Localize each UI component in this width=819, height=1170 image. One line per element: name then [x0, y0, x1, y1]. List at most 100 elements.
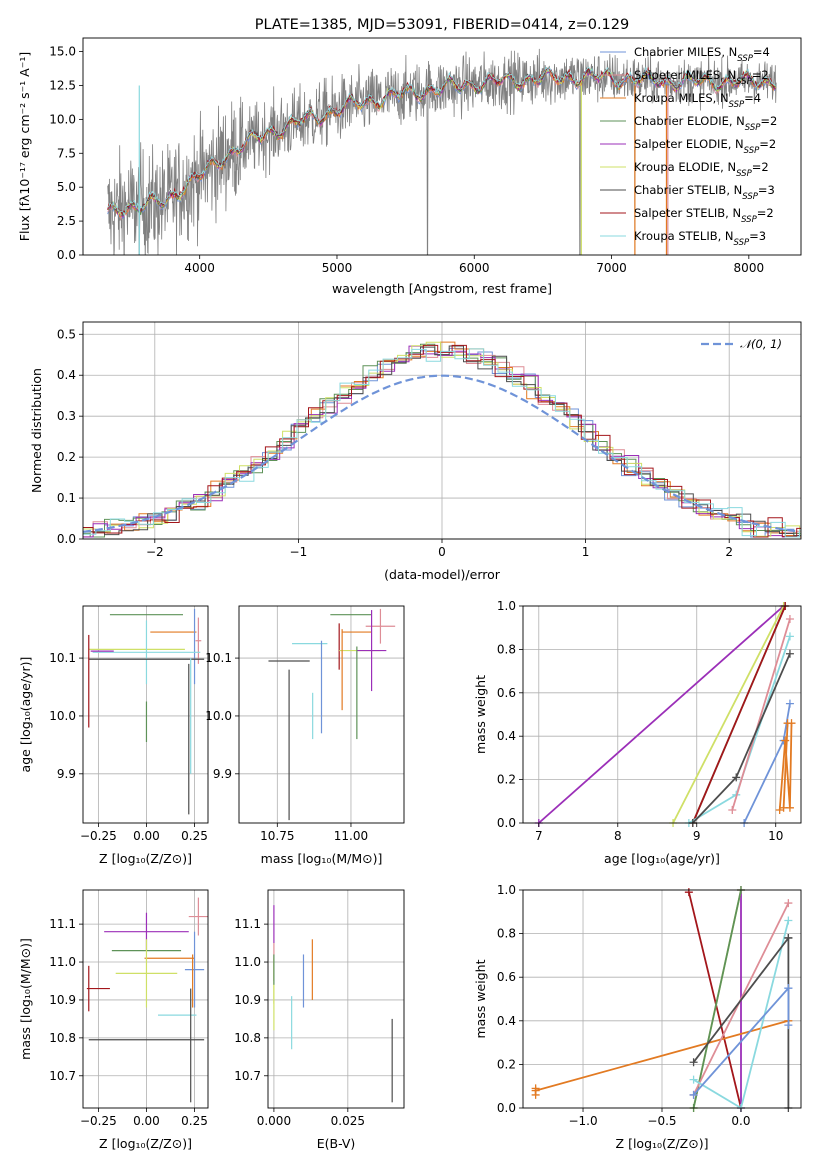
- x-tick-label: 4000: [184, 261, 215, 275]
- x-tick-label: −0.25: [80, 829, 117, 843]
- plus-marker: [689, 1075, 698, 1084]
- y-tick-label: 0.1: [57, 491, 76, 505]
- x-tick-label: −1.0: [568, 1114, 597, 1128]
- plus-marker: [784, 1021, 793, 1030]
- plus-marker: [689, 1090, 698, 1099]
- x-axis-label: mass [log₁₀(M/M⊙)]: [261, 851, 383, 866]
- y-tick-label: 10.0: [205, 709, 232, 723]
- y-tick-label: 0.0: [57, 248, 76, 262]
- y-tick-label: 0.0: [57, 532, 76, 546]
- x-tick-label: −1: [290, 545, 308, 559]
- x-tick-label: 5000: [322, 261, 353, 275]
- y-tick-label: 0.3: [57, 409, 76, 423]
- y-tick-label: 11.1: [49, 917, 76, 931]
- age-vs-Z-plot-area: [88, 608, 205, 815]
- plus-marker: [684, 888, 693, 897]
- y-tick-label: 11.0: [49, 955, 76, 969]
- plus-marker: [689, 1058, 698, 1067]
- massweight-line: [731, 618, 791, 811]
- age-vs-mass-plot-area: [268, 608, 396, 821]
- massweight-line: [535, 1019, 789, 1092]
- plus-marker: [785, 649, 794, 658]
- age-vs-Z-panel: −0.25 0.00 0.25 9.9 10.0 10.1 Z [log₁₀(Z/Z⊙)] a…: [18, 605, 209, 866]
- x-axis-label: wavelength [Angstrom, rest frame]: [332, 281, 552, 296]
- massweight-line: [538, 605, 785, 824]
- y-tick-label: 10.9: [234, 993, 261, 1007]
- y-tick-label: 10.9: [49, 993, 76, 1007]
- axes-frame: [82, 37, 802, 256]
- x-tick-label: 7: [535, 829, 543, 843]
- massweight-vs-Z-plot-area: [531, 886, 793, 1112]
- y-tick-label: 0.6: [497, 686, 516, 700]
- plus-marker: [785, 632, 794, 641]
- massweight-line: [782, 723, 789, 808]
- legend-label: Chabrier MILES, NSSP=4: [634, 45, 770, 64]
- residuals-plot-area: [83, 341, 801, 538]
- x-tick-label: 0: [438, 545, 446, 559]
- x-tick-label: −0.25: [80, 1114, 117, 1128]
- axes-frame: [238, 605, 405, 824]
- y-tick-label: 10.8: [234, 1031, 261, 1045]
- y-axis-label: mass weight: [473, 959, 488, 1038]
- x-tick-label: 0.00: [133, 829, 160, 843]
- mass-vs-Z-panel: −0.25 0.00 0.25 10.7 10.8 10.9 11.0 11.1 Z [log₁…: [18, 889, 209, 1151]
- y-tick-label: 0.4: [497, 729, 516, 743]
- chart-title: PLATE=1385, MJD=53091, FIBERID=0414, z=0…: [255, 17, 629, 33]
- errorbar-point: [92, 620, 201, 685]
- legend-label: Kroupa ELODIE, NSSP=2: [634, 160, 769, 179]
- y-tick-label: 0.2: [57, 450, 76, 464]
- x-axis-label: age [log₁₀(age/yr)]: [604, 851, 720, 866]
- errorbar-point: [184, 931, 205, 1008]
- legend-label: Salpeter STELIB, NSSP=2: [634, 206, 774, 225]
- x-axis-label: Z [log₁₀(Z/Z⊙)]: [99, 1136, 192, 1151]
- errorbar-point: [188, 897, 208, 936]
- y-axis-label: mass weight: [473, 675, 488, 754]
- x-tick-label: 10: [768, 829, 783, 843]
- x-tick-label: 0.00: [133, 1114, 160, 1128]
- legend-label: Salpeter ELODIE, NSSP=2: [634, 137, 776, 156]
- x-tick-label: 1: [582, 545, 590, 559]
- y-axis-label: Normed distribution: [29, 368, 44, 493]
- plus-marker: [783, 719, 792, 728]
- plus-marker: [784, 916, 793, 925]
- x-tick-label: 0.0: [731, 1114, 750, 1128]
- mass-vs-Z-plot-area: [86, 897, 208, 1103]
- y-tick-label: 0.8: [497, 642, 516, 656]
- legend-label: Salpeter MILES, NSSP=2: [634, 68, 769, 87]
- y-tick-label: 9.9: [57, 767, 76, 781]
- y-tick-label: 0.6: [497, 970, 516, 984]
- y-tick-label: 0.8: [497, 927, 516, 941]
- x-tick-label: 9: [693, 829, 701, 843]
- y-tick-label: 11.1: [234, 917, 261, 931]
- errorbar-point: [195, 617, 202, 664]
- residual-histogram: [83, 348, 801, 538]
- plus-marker: [785, 699, 794, 708]
- y-tick-label: 0.5: [57, 327, 76, 341]
- legend-label: Kroupa MILES, NSSP=4: [634, 91, 761, 110]
- residual-histogram: [83, 344, 801, 538]
- x-tick-label: 2: [725, 545, 733, 559]
- spectrum-plot-area: [107, 48, 777, 255]
- x-tick-label: 8: [614, 829, 622, 843]
- x-axis-label: Z [log₁₀(Z/Z⊙)]: [99, 851, 192, 866]
- y-tick-label: 0.4: [497, 1014, 516, 1028]
- x-tick-label: 7000: [596, 261, 627, 275]
- x-tick-label: 11.00: [334, 829, 368, 843]
- x-axis-label: Z [log₁₀(Z/Z⊙)]: [616, 1136, 709, 1151]
- mass-vs-EBV-plot-area: [273, 905, 393, 1103]
- x-tick-label: 0.000: [257, 1114, 291, 1128]
- y-tick-label: 10.7: [234, 1069, 261, 1083]
- x-tick-label: 10.75: [260, 829, 294, 843]
- y-tick-label: 0.0: [497, 1101, 516, 1115]
- massweight-line: [692, 987, 790, 1096]
- mass-vs-EBV-panel: 0.000 0.025 10.7 10.8 10.9 11.0 11.1 E(B-V): [234, 889, 405, 1151]
- massweight-vs-Z-panel: −1.0 −0.5 0.0 0.0 0.2 0.4 0.6 0.8 1.0 Z [log₁₀(Z/…: [473, 883, 802, 1151]
- legend-label: Chabrier STELIB, NSSP=3: [634, 183, 775, 202]
- residuals-panel: −2 −1 0 1 2 0.0 0.1 0.2 0.3 0.4 0.5 (data-model)/er…: [29, 321, 802, 582]
- y-tick-label: 10.0: [49, 709, 76, 723]
- y-tick-label: 12.5: [49, 78, 76, 92]
- y-tick-label: 1.0: [497, 883, 516, 897]
- massweight-vs-age-panel: 7 8 9 10 0.0 0.2 0.4 0.6 0.8 1.0 age [log₁₀(age/yr…: [473, 599, 802, 866]
- errorbar-point: [365, 608, 396, 644]
